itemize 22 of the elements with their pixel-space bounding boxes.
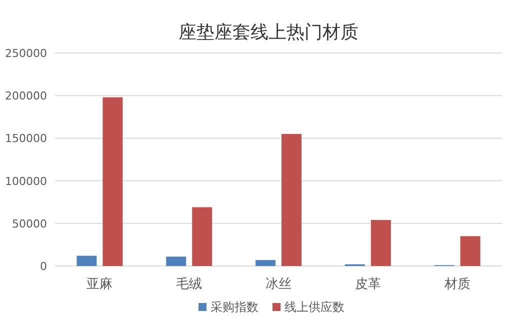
bar (192, 207, 212, 266)
x-tick-label: 皮革 (354, 277, 381, 292)
bar (166, 256, 186, 266)
bar (76, 256, 97, 266)
legend-label: 线上供应数 (284, 300, 344, 314)
bar (370, 220, 391, 266)
y-tick-label: 0 (40, 260, 47, 273)
bar (102, 97, 123, 266)
x-tick-label: 亚麻 (86, 277, 113, 292)
y-tick-label: 50000 (12, 217, 47, 230)
bar (256, 260, 276, 266)
y-tick-label: 150000 (5, 132, 47, 146)
x-tick-label: 冰丝 (266, 277, 292, 292)
y-tick-label: 200000 (5, 90, 47, 103)
legend-label: 采购指数 (210, 300, 258, 314)
x-tick-label: 毛绒 (176, 277, 202, 292)
bar (460, 236, 480, 266)
chart-title: 座垫座套线上热门材质 (178, 22, 358, 43)
x-tick-label: 材质 (443, 277, 470, 292)
y-tick-label: 250000 (5, 47, 47, 60)
bar (282, 134, 302, 266)
y-tick-label: 100000 (5, 174, 47, 188)
